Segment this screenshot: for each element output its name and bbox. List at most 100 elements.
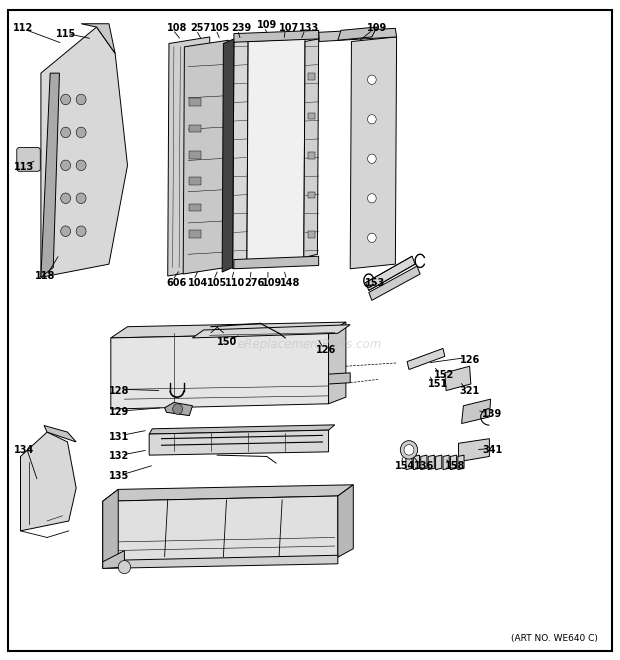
Polygon shape <box>319 28 397 42</box>
Polygon shape <box>103 555 338 568</box>
Text: 134: 134 <box>14 445 35 455</box>
Text: 139: 139 <box>482 409 502 419</box>
Text: 148: 148 <box>280 278 301 288</box>
Text: 105: 105 <box>207 278 228 288</box>
Text: 128: 128 <box>109 385 130 395</box>
Polygon shape <box>406 455 412 470</box>
Polygon shape <box>81 24 115 53</box>
Polygon shape <box>103 496 338 562</box>
Circle shape <box>368 154 376 164</box>
Circle shape <box>118 560 131 574</box>
Polygon shape <box>407 348 445 370</box>
Polygon shape <box>20 432 76 531</box>
Text: 110: 110 <box>225 278 246 288</box>
Polygon shape <box>414 455 420 470</box>
Circle shape <box>76 160 86 171</box>
Text: 109: 109 <box>367 23 387 34</box>
Text: 113: 113 <box>14 162 35 172</box>
Circle shape <box>76 226 86 236</box>
Circle shape <box>61 226 71 236</box>
Bar <box>189 151 200 159</box>
Polygon shape <box>428 455 435 470</box>
Text: 136: 136 <box>414 461 434 471</box>
Text: 132: 132 <box>109 451 129 461</box>
Text: 126: 126 <box>316 345 337 355</box>
Polygon shape <box>366 256 415 290</box>
Text: 276: 276 <box>244 278 264 288</box>
Circle shape <box>368 233 376 242</box>
Text: 154: 154 <box>396 461 415 471</box>
Bar <box>308 152 315 159</box>
FancyBboxPatch shape <box>17 148 40 172</box>
Text: 135: 135 <box>109 471 129 481</box>
Text: 109: 109 <box>262 278 282 288</box>
Polygon shape <box>247 39 305 265</box>
Polygon shape <box>450 455 456 470</box>
Circle shape <box>61 193 71 203</box>
Text: 108: 108 <box>167 23 187 34</box>
Bar <box>189 177 200 185</box>
Polygon shape <box>222 39 234 272</box>
Text: 112: 112 <box>13 23 33 34</box>
Bar <box>308 191 315 198</box>
Bar <box>189 230 200 238</box>
Text: 126: 126 <box>459 354 480 364</box>
Polygon shape <box>329 322 346 404</box>
Circle shape <box>172 404 182 414</box>
Polygon shape <box>103 485 353 501</box>
Bar <box>189 125 200 133</box>
Circle shape <box>76 94 86 105</box>
Text: 107: 107 <box>279 23 299 34</box>
Circle shape <box>368 115 376 124</box>
Text: 109: 109 <box>257 20 278 30</box>
Polygon shape <box>103 550 125 568</box>
Polygon shape <box>111 322 346 338</box>
Text: eReplacementParts.com: eReplacementParts.com <box>238 338 382 351</box>
Polygon shape <box>338 27 377 40</box>
Circle shape <box>76 193 86 203</box>
Circle shape <box>368 193 376 203</box>
Text: 104: 104 <box>187 278 208 288</box>
Polygon shape <box>338 485 353 557</box>
Polygon shape <box>329 373 350 384</box>
Text: 153: 153 <box>365 278 384 288</box>
Polygon shape <box>149 425 335 434</box>
Polygon shape <box>443 455 449 470</box>
Circle shape <box>368 75 376 84</box>
Text: 131: 131 <box>109 432 129 442</box>
Text: 257: 257 <box>190 23 210 34</box>
Polygon shape <box>149 430 329 455</box>
Circle shape <box>61 127 71 138</box>
Text: 133: 133 <box>299 23 319 34</box>
Polygon shape <box>183 40 228 274</box>
Bar <box>189 98 200 106</box>
Polygon shape <box>458 439 489 462</box>
Text: 321: 321 <box>459 385 480 395</box>
Bar <box>308 113 315 119</box>
Bar <box>189 203 200 211</box>
Circle shape <box>61 160 71 171</box>
Polygon shape <box>168 37 210 276</box>
Polygon shape <box>234 256 319 269</box>
Text: 341: 341 <box>482 445 502 455</box>
Polygon shape <box>41 27 128 277</box>
Text: 151: 151 <box>428 379 448 389</box>
Polygon shape <box>111 333 329 409</box>
Text: 152: 152 <box>434 370 454 379</box>
Text: 158: 158 <box>445 461 465 471</box>
Polygon shape <box>458 455 464 470</box>
Polygon shape <box>436 455 442 470</box>
Polygon shape <box>421 455 427 470</box>
Text: 105: 105 <box>210 23 230 34</box>
Polygon shape <box>232 39 248 269</box>
Polygon shape <box>192 325 350 338</box>
Polygon shape <box>369 266 420 300</box>
Text: 606: 606 <box>167 278 187 288</box>
Text: 115: 115 <box>56 28 77 39</box>
Polygon shape <box>165 403 192 416</box>
Circle shape <box>61 94 71 105</box>
Polygon shape <box>461 399 490 424</box>
Text: (ART NO. WE640 C): (ART NO. WE640 C) <box>511 634 598 643</box>
Circle shape <box>76 127 86 138</box>
Polygon shape <box>350 37 397 269</box>
